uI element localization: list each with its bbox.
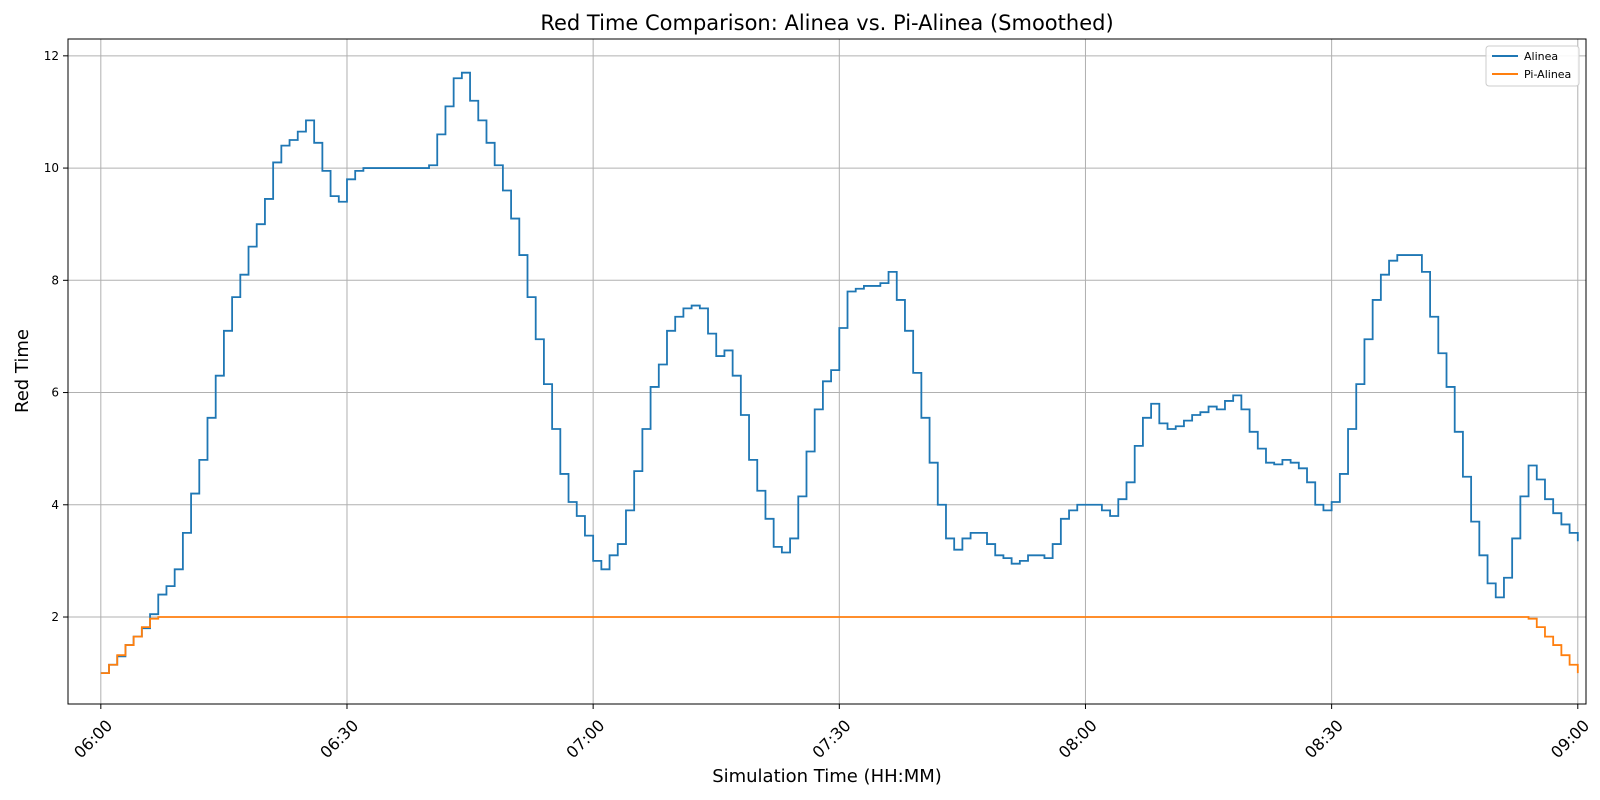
y-tick-label: 2 <box>51 610 59 624</box>
series-line-pi-alinea <box>100 616 1579 675</box>
y-tick-label: 6 <box>51 386 59 400</box>
y-tick-label: 10 <box>44 161 59 175</box>
legend: Alinea Pi-Alinea <box>1485 45 1580 87</box>
y-tick-label: 4 <box>51 498 59 512</box>
y-tick-label: 8 <box>51 273 59 287</box>
grid-lines <box>68 39 1586 704</box>
series-lines <box>100 71 1579 675</box>
y-axis-ticks: 2 4 6 8 10 12 <box>44 49 68 624</box>
plot-frame <box>67 38 1587 705</box>
legend-label-pi-alinea: Pi-Alinea <box>1524 68 1571 81</box>
chart-title: Red Time Comparison: Alinea vs. Pi-Aline… <box>540 11 1113 35</box>
y-axis-title: Red Time <box>12 329 33 413</box>
x-axis-title: Simulation Time (HH:MM) <box>712 766 942 787</box>
y-tick-label: 12 <box>44 49 59 63</box>
series-line-alinea <box>100 71 1579 675</box>
legend-label-alinea: Alinea <box>1524 50 1558 63</box>
